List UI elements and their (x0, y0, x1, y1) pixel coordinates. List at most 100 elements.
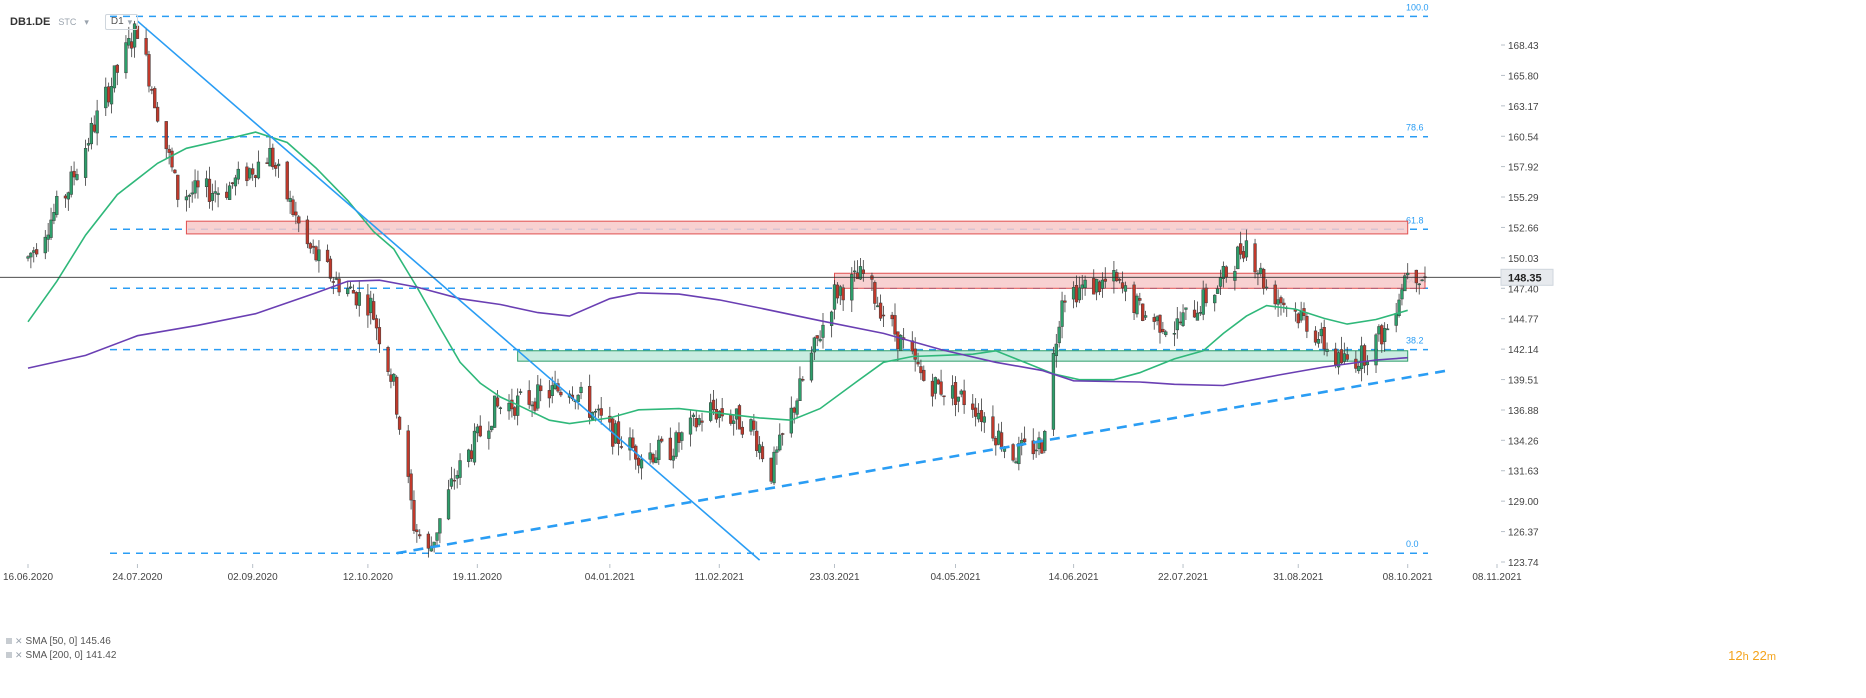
bull-candle (933, 377, 937, 394)
bull-candle (498, 407, 503, 409)
bear-candle (1262, 269, 1266, 289)
bull-candle (1155, 316, 1159, 322)
remove-indicator-icon[interactable]: ✕ (15, 649, 23, 660)
bear-candle (170, 150, 174, 168)
bear-candle (510, 399, 514, 410)
bear-candle (406, 430, 410, 477)
bear-candle (1414, 269, 1418, 284)
bull-candle (1221, 265, 1226, 279)
bull-candle (472, 430, 477, 463)
bear-candle (1063, 300, 1067, 303)
bull-candle (1397, 299, 1401, 317)
bear-candle (714, 408, 719, 420)
bull-candle (809, 352, 814, 381)
bull-candle (1213, 294, 1217, 304)
bear-candle (700, 420, 704, 423)
support-zone (517, 350, 1409, 362)
bull-candle (899, 335, 903, 352)
bear-candle (325, 249, 330, 262)
bear-candle (547, 390, 552, 399)
bear-candle (1074, 285, 1079, 303)
bear-candle (994, 438, 998, 446)
trendline-layer (136, 20, 1449, 561)
bull-candle (1357, 365, 1361, 372)
bear-candle (1132, 284, 1136, 313)
bull-candle (1403, 275, 1407, 292)
bull-candle (487, 430, 491, 439)
bear-candle (305, 219, 310, 245)
bear-candle (1161, 328, 1165, 332)
bear-candle (285, 161, 289, 200)
remove-indicator-icon[interactable]: ✕ (15, 635, 23, 646)
bear-candle (979, 410, 984, 422)
bear-candle (397, 416, 402, 430)
bear-candle (294, 211, 298, 216)
ascending-trendline (396, 369, 1449, 555)
x-tick-label: 14.06.2021 (1049, 572, 1099, 583)
bull-candle (795, 400, 799, 415)
timeframe-selector[interactable]: D1 ▾ (104, 14, 139, 30)
bull-candle (997, 430, 1001, 445)
bear-candle (265, 162, 269, 164)
bear-candle (599, 408, 603, 416)
bull-candle (832, 284, 837, 310)
bull-candle (369, 297, 373, 314)
bear-candle (916, 361, 920, 365)
bull-candle (438, 518, 442, 534)
bear-candle (588, 385, 592, 418)
bull-candle (1342, 353, 1346, 362)
y-tick-label: 168.43 (1508, 41, 1539, 52)
bear-candle (861, 269, 865, 274)
bull-candle (648, 452, 652, 460)
bull-candle (1080, 284, 1084, 289)
bull-candle (876, 305, 880, 308)
indicator-settings-icon[interactable] (6, 638, 12, 644)
feed-label[interactable]: STC (58, 17, 77, 27)
sma-layer (27, 131, 1408, 425)
y-tick-label: 150.03 (1508, 254, 1539, 265)
bear-candle (478, 425, 482, 437)
bear-candle (331, 281, 335, 283)
sma50-line (27, 131, 1408, 425)
feed-chevron-down-icon[interactable]: ▾ (84, 16, 89, 27)
bear-candle (896, 331, 900, 350)
bull-candle (1034, 449, 1038, 452)
bear-candle (792, 407, 796, 413)
fib-level-label: 100.0 (1406, 2, 1429, 12)
bear-candle (815, 335, 819, 339)
bull-candle (124, 42, 128, 74)
bear-candle (919, 366, 923, 374)
resistance-zone (185, 220, 1409, 235)
bear-candle (1120, 282, 1125, 289)
bull-candle (75, 174, 79, 180)
bull-candle (775, 449, 779, 453)
bear-candle (855, 272, 860, 280)
y-tick-label: 134.26 (1508, 436, 1539, 447)
bear-candle (196, 180, 200, 188)
symbol-label[interactable]: DB1.DE (10, 16, 51, 28)
fib-level-label: 78.6 (1406, 123, 1424, 133)
indicator-settings-icon[interactable] (6, 652, 12, 658)
bull-candle (210, 193, 214, 201)
legend-row-sma50: ✕ SMA [50, 0] 145.46 (6, 634, 116, 648)
bear-candle (694, 418, 698, 428)
bull-candle (1094, 278, 1099, 293)
bear-candle (711, 399, 716, 410)
bear-candle (835, 284, 840, 299)
bull-candle (458, 460, 462, 478)
timer-hours: 12 (1728, 648, 1743, 663)
bull-candle (596, 408, 600, 411)
bull-candle (1215, 288, 1220, 294)
bull-candle (749, 419, 753, 432)
y-tick-label: 152.66 (1508, 223, 1539, 234)
bear-candle (495, 397, 500, 407)
bear-candle (173, 169, 177, 174)
bull-candle (1057, 326, 1061, 344)
bull-candle (1276, 299, 1280, 305)
timer-hours-unit: h (1742, 651, 1749, 663)
price-layer: 148.35 (0, 268, 1554, 286)
bear-candle (164, 121, 168, 150)
bull-candle (46, 234, 50, 240)
